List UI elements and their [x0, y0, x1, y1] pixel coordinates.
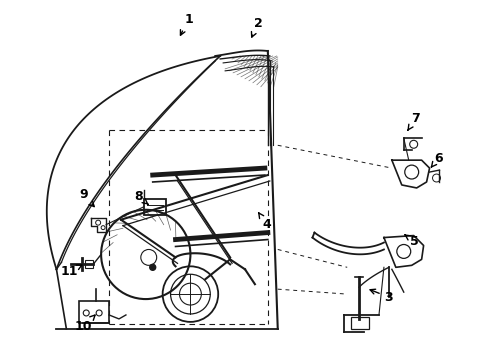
Text: 3: 3 — [370, 289, 393, 303]
Text: 5: 5 — [405, 235, 419, 248]
Bar — [85, 260, 93, 268]
Text: 1: 1 — [180, 13, 193, 35]
Text: 9: 9 — [79, 188, 94, 207]
Text: 6: 6 — [431, 152, 443, 167]
Text: 10: 10 — [74, 315, 95, 333]
Bar — [79, 301, 109, 323]
Text: 8: 8 — [135, 190, 148, 204]
Bar — [144, 199, 166, 215]
Text: 11: 11 — [61, 265, 82, 278]
Circle shape — [150, 264, 156, 270]
Text: 2: 2 — [251, 17, 262, 37]
Text: 7: 7 — [408, 112, 420, 130]
Text: 4: 4 — [259, 213, 271, 231]
Bar — [351, 317, 369, 329]
